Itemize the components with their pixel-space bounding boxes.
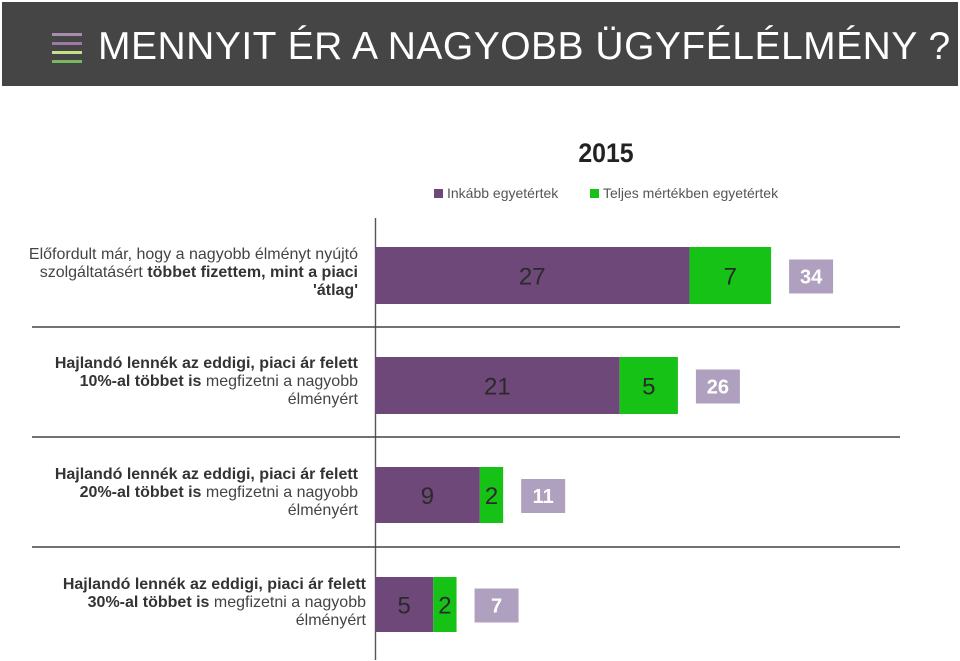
bar-value-label-teljes: 2 [438, 593, 451, 620]
legend-label-1: Inkább egyetértek [447, 185, 559, 201]
chart-title: 2015 [578, 138, 634, 168]
row-label-text: megfizetni a nagyobb élményért [201, 373, 358, 408]
total-box [789, 259, 834, 294]
menu-icon-line [52, 51, 82, 54]
row-label-text: megfizetni a nagyobb élményért [201, 484, 358, 519]
page-title: MENNYIT ÉR A NAGYOBB ÜGYFÉLÉLMÉNY ? [98, 25, 951, 68]
row-label-4: Hajlandó lennék az eddigi, piaci ár fele… [36, 576, 366, 630]
bar-teljes [479, 467, 504, 523]
menu-icon-line [52, 33, 82, 36]
bar-inkabb [375, 467, 480, 523]
bar-inkabb [375, 247, 690, 304]
header-bar: MENNYIT ÉR A NAGYOBB ÜGYFÉLÉLMÉNY ? [2, 2, 958, 86]
total-value-label: 26 [707, 377, 729, 399]
row-label-text: Hajlandó lennék az eddigi, piaci ár fele… [54, 466, 358, 501]
total-box [695, 369, 740, 404]
bar-teljes [619, 357, 678, 414]
legend-item-2: Teljes mértékben egyetértek [590, 185, 778, 201]
menu-icon-line [52, 42, 82, 45]
total-box [521, 479, 566, 513]
bar-value-label-teljes: 5 [642, 374, 655, 401]
bar-value-label-inkabb: 21 [484, 374, 511, 401]
row-label-text: Hajlandó lennék az eddigi, piaci ár fele… [62, 576, 366, 611]
bar-value-label-teljes: 7 [724, 264, 737, 291]
bar-inkabb [375, 357, 620, 414]
total-box [474, 588, 519, 623]
row-label-2: Hajlandó lennék az eddigi, piaci ár fele… [28, 355, 358, 409]
bar-teljes [689, 247, 772, 304]
legend-swatch-1 [434, 189, 443, 198]
bar-value-label-inkabb: 27 [519, 264, 546, 291]
legend-label-2: Teljes mértékben egyetértek [603, 185, 779, 201]
bar-teljes [433, 577, 457, 632]
menu-icon-line [52, 60, 82, 63]
legend-swatch-2 [590, 189, 599, 198]
bar-value-label-teljes: 2 [485, 483, 498, 510]
legend-item-1: Inkább egyetértek [434, 185, 558, 201]
row-label-text: többet fizettem, mint a piaci 'átlag' [147, 264, 358, 299]
row-label-text: megfizetni a nagyobb élményért [209, 594, 366, 629]
row-label-1: Előfordult már, hogy a nagyobb élményt n… [28, 246, 358, 300]
row-label-text: Előfordult már, hogy a nagyobb élményt n… [28, 246, 358, 281]
total-value-label: 11 [533, 486, 554, 508]
row-label-3: Hajlandó lennék az eddigi, piaci ár fele… [28, 466, 358, 520]
total-value-label: 7 [491, 596, 502, 618]
bar-inkabb [375, 577, 434, 632]
bar-value-label-inkabb: 5 [397, 593, 410, 620]
menu-icon [52, 33, 82, 63]
bar-value-label-inkabb: 9 [421, 483, 434, 510]
row-label-text: Hajlandó lennék az eddigi, piaci ár fele… [54, 355, 358, 390]
total-value-label: 34 [800, 267, 823, 289]
